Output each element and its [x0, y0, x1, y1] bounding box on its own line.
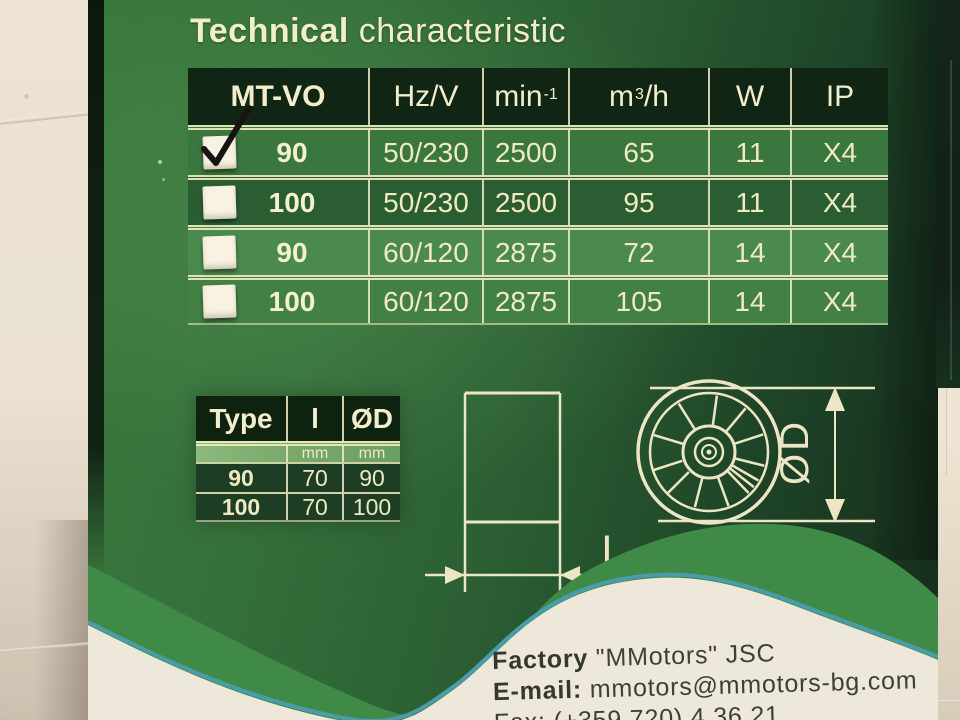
ip-cell: X4	[790, 230, 888, 275]
airflow-cell: 72	[568, 230, 708, 275]
voltage-cell: 60/120	[368, 280, 482, 323]
size-header-length: l	[286, 396, 342, 441]
fan-dimension-diagram: l	[425, 379, 875, 592]
length-cell: 70	[286, 464, 342, 492]
ip-cell: X4	[790, 180, 888, 225]
airflow-cell: 65	[568, 130, 708, 175]
checkbox-unchecked	[202, 284, 237, 319]
type-cell: 100	[221, 493, 261, 520]
size-table: Type l ØD mm mm 90 70 90 100 70 100	[196, 396, 400, 522]
diameter-dimension: ØD	[650, 386, 875, 523]
power-cell: 14	[708, 280, 790, 323]
title-bold: Technical	[190, 12, 349, 50]
size-table-row: 90 70 90	[196, 462, 400, 492]
section-title: Technical characteristic	[190, 12, 566, 51]
title-regular: characteristic	[348, 12, 567, 50]
power-cell: 11	[708, 130, 790, 175]
units-cell: mm	[286, 445, 342, 462]
model-cell: 90	[188, 230, 368, 275]
fan-blades	[651, 395, 765, 508]
column-header-model: MT-VO	[230, 79, 326, 113]
contact-block: Factory "MMotors" JSC E-mail: mmotors@mm…	[492, 634, 934, 720]
wave-teal-line	[88, 572, 938, 720]
length-label: l	[602, 528, 612, 577]
airflow-cell: 95	[568, 180, 708, 225]
technical-table: MT-VO Hz/V min -1 m 3/h W IP 90 50/230 250…	[188, 68, 888, 325]
dust-speck	[162, 178, 165, 181]
fan-front-view	[636, 379, 782, 525]
size-table-header: Type l ØD	[196, 396, 400, 441]
wave-swoosh	[88, 523, 938, 720]
column-header-hz-v: Hz/V	[368, 68, 482, 125]
table-header-row: MT-VO Hz/V min -1 m 3/h W IP	[188, 68, 888, 125]
tile-seam	[946, 388, 948, 476]
table-row: 100 60/120 2875 105 14 X4	[188, 275, 888, 325]
ip-cell: X4	[790, 280, 888, 323]
size-header-diameter: ØD	[342, 396, 400, 441]
power-cell: 14	[708, 230, 790, 275]
box-left-edge-shadow	[88, 0, 104, 720]
column-header-airflow: m 3/h	[568, 68, 708, 125]
diameter-label: ØD	[773, 419, 817, 485]
fan-side-view	[463, 391, 562, 592]
tile-seam	[936, 700, 960, 703]
checkbox-checked	[202, 135, 237, 170]
model-cell: 100	[188, 280, 368, 323]
ip-cell: X4	[790, 130, 888, 175]
type-cell: 90	[228, 464, 254, 491]
checkbox-unchecked	[202, 185, 237, 220]
speed-cell: 2875	[482, 230, 568, 275]
checkbox-unchecked	[202, 235, 237, 270]
wall-shadow	[0, 520, 88, 720]
units-cell	[196, 446, 286, 462]
model-cell: 90	[188, 130, 368, 175]
diameter-cell: 90	[342, 464, 400, 492]
column-header-ip: IP	[790, 68, 888, 125]
voltage-cell: 60/120	[368, 230, 482, 275]
column-header-rpm: min -1	[482, 68, 568, 125]
size-table-units-row: mm mm	[196, 441, 400, 462]
table-row: 90 50/230 2500 65 11 X4	[188, 125, 888, 175]
airflow-cell: 105	[568, 280, 708, 323]
speed-cell: 2875	[482, 280, 568, 323]
voltage-cell: 50/230	[368, 180, 482, 225]
box-front-panel: Technical characteristic MT-VO Hz/V min -…	[88, 0, 938, 720]
length-cell: 70	[286, 494, 342, 520]
wave-white-area	[88, 577, 938, 720]
speed-cell: 2500	[482, 180, 568, 225]
model-cell: 100	[188, 180, 368, 225]
box-corner-highlight	[950, 60, 952, 380]
table-row: 100 50/230 2500 95 11 X4	[188, 175, 888, 225]
power-cell: 11	[708, 180, 790, 225]
voltage-cell: 50/230	[368, 130, 482, 175]
units-cell: mm	[342, 445, 400, 462]
box-top-right-corner	[936, 0, 960, 388]
size-header-type: Type	[209, 402, 273, 434]
dust-speck	[158, 160, 162, 164]
diameter-cell: 100	[342, 494, 400, 520]
wall-speck	[24, 94, 29, 99]
column-header-watt: W	[708, 68, 790, 125]
table-row: 90 60/120 2875 72 14 X4	[188, 225, 888, 275]
size-table-row: 100 70 100	[196, 492, 400, 522]
speed-cell: 2500	[482, 130, 568, 175]
